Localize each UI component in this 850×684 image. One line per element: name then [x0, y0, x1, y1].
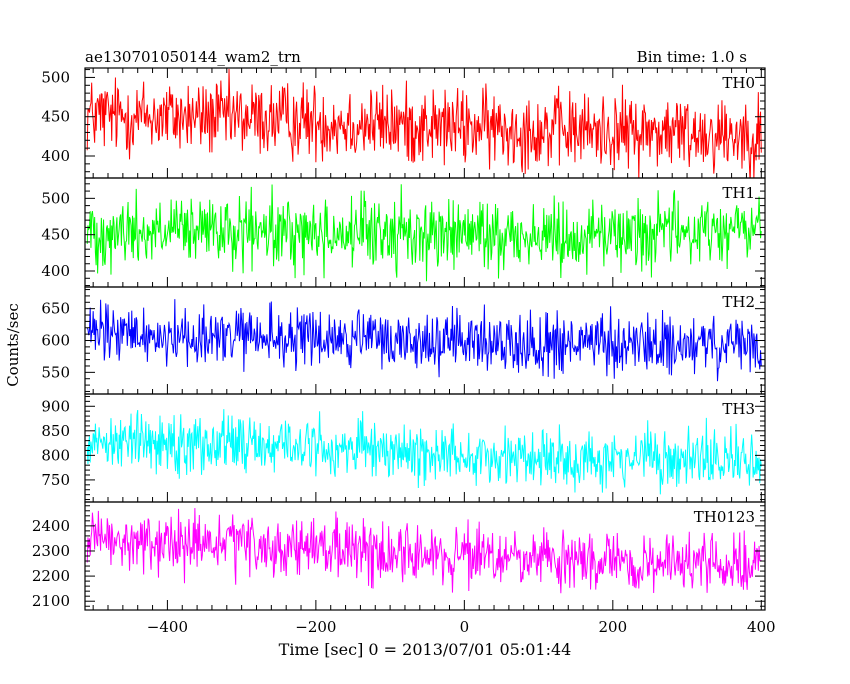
y-axis-label: Counts/sec: [4, 303, 22, 387]
panel-name-label: TH0: [722, 74, 755, 92]
panel-name-label: TH1: [722, 184, 755, 202]
y-tick-label: 450: [41, 226, 70, 244]
y-tick-label: 500: [41, 189, 70, 207]
series-line-th3: [86, 409, 762, 495]
y-tick-label: 2300: [32, 542, 70, 560]
y-tick-label: 400: [41, 147, 70, 165]
x-tick-label: 200: [598, 618, 627, 636]
x-tick-label: −200: [295, 618, 336, 636]
y-tick-label: 450: [41, 108, 70, 126]
x-tick-label: 0: [460, 618, 470, 636]
chart-title-left: ae130701050144_wam2_trn: [85, 48, 301, 66]
x-tick-label: 400: [747, 618, 776, 636]
y-tick-label: 500: [41, 68, 70, 86]
series-line-th0: [86, 68, 762, 178]
panel-th0: 400 450 500 TH0: [41, 67, 766, 179]
series-line-th2: [86, 299, 762, 382]
panel-name-label: TH0123: [694, 508, 755, 526]
panel-th1: 400 450 500 TH1: [41, 177, 766, 288]
series-line-th0123: [86, 508, 762, 594]
y-tick-label: 850: [41, 422, 70, 440]
panels-layer: 400 450 500 TH0 400 450 500 TH1 550 600 650 TH2 750 8…: [32, 67, 776, 636]
y-tick-label: 550: [41, 363, 70, 381]
panel-name-label: TH2: [722, 293, 755, 311]
y-tick-label: 650: [41, 300, 70, 318]
x-tick-label: −400: [147, 618, 188, 636]
y-tick-label: 600: [41, 332, 70, 350]
y-tick-label: 750: [41, 471, 70, 489]
chart-title-right: Bin time: 1.0 s: [637, 48, 747, 66]
panel-th2: 550 600 650 TH2: [41, 286, 766, 395]
panel-th3: 750 800 850 900 TH3: [41, 393, 766, 503]
series-line-th1: [86, 184, 762, 282]
x-axis-label: Time [sec] 0 = 2013/07/01 05:01:44: [279, 640, 572, 659]
y-tick-label: 2200: [32, 567, 70, 585]
y-tick-label: 2100: [32, 592, 70, 610]
y-tick-label: 400: [41, 262, 70, 280]
panel-name-label: TH3: [722, 400, 755, 418]
y-tick-label: 900: [41, 397, 70, 415]
panel-th0123: 2100 2200 2300 2400 TH0123: [32, 501, 766, 611]
y-tick-label: 2400: [32, 517, 70, 535]
y-tick-label: 800: [41, 446, 70, 464]
